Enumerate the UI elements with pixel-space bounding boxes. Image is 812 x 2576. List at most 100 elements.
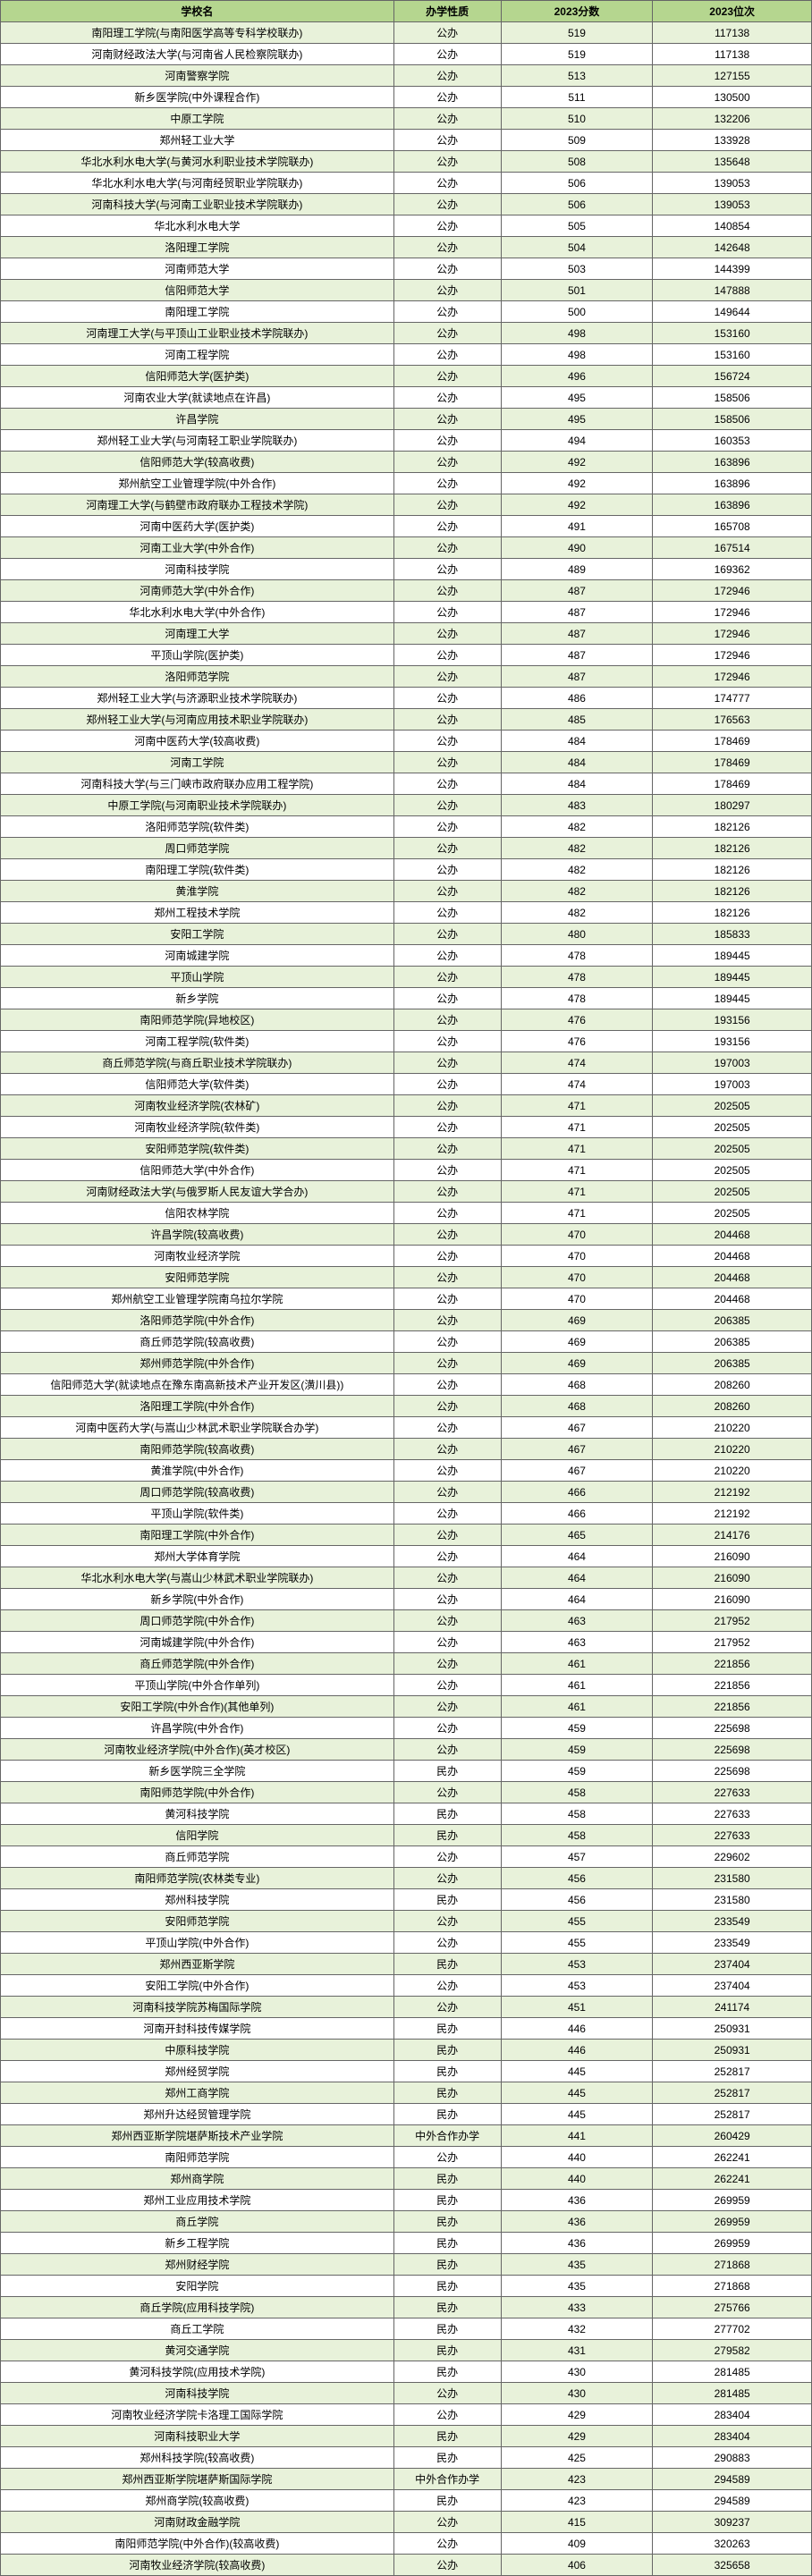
cell-rank: 182126	[653, 859, 812, 881]
cell-rank: 204468	[653, 1267, 812, 1288]
cell-rank: 208260	[653, 1374, 812, 1396]
cell-name: 郑州工商学院	[1, 2082, 394, 2104]
cell-rank: 237404	[653, 1975, 812, 1997]
cell-name: 河南城建学院	[1, 945, 394, 967]
cell-score: 457	[501, 1846, 653, 1868]
cell-type: 公办	[393, 1160, 501, 1181]
cell-rank: 182126	[653, 902, 812, 924]
cell-type: 公办	[393, 1331, 501, 1353]
cell-rank: 197003	[653, 1074, 812, 1095]
table-row: 安阳师范学院公办470204468	[1, 1267, 812, 1288]
cell-type: 公办	[393, 1524, 501, 1546]
cell-type: 公办	[393, 452, 501, 473]
cell-type: 公办	[393, 237, 501, 258]
cell-name: 河南科技学院	[1, 559, 394, 580]
cell-score: 471	[501, 1181, 653, 1203]
cell-type: 公办	[393, 795, 501, 816]
cell-type: 公办	[393, 537, 501, 559]
cell-type: 中外合作办学	[393, 2469, 501, 2490]
cell-type: 公办	[393, 323, 501, 344]
table-row: 郑州师范学院(中外合作)公办469206385	[1, 1353, 812, 1374]
cell-rank: 227633	[653, 1803, 812, 1825]
cell-name: 河南工程学院(软件类)	[1, 1031, 394, 1052]
cell-rank: 283404	[653, 2426, 812, 2447]
cell-type: 公办	[393, 1374, 501, 1396]
cell-name: 郑州大学体育学院	[1, 1546, 394, 1567]
cell-score: 423	[501, 2469, 653, 2490]
cell-type: 公办	[393, 44, 501, 65]
cell-score: 451	[501, 1997, 653, 2018]
cell-rank: 217952	[653, 1632, 812, 1653]
table-row: 中原工学院公办510132206	[1, 108, 812, 130]
cell-type: 公办	[393, 387, 501, 409]
cell-score: 432	[501, 2318, 653, 2340]
cell-type: 公办	[393, 173, 501, 194]
cell-type: 公办	[393, 344, 501, 366]
cell-name: 河南牧业经济学院卡洛理工国际学院	[1, 2404, 394, 2426]
cell-name: 郑州轻工业大学(与济源职业技术学院联办)	[1, 688, 394, 709]
cell-name: 南阳理工学院	[1, 301, 394, 323]
cell-score: 471	[501, 1095, 653, 1117]
cell-type: 公办	[393, 2404, 501, 2426]
cell-score: 487	[501, 645, 653, 666]
cell-name: 河南科技学院	[1, 2383, 394, 2404]
cell-name: 黄淮学院(中外合作)	[1, 1460, 394, 1482]
cell-score: 429	[501, 2426, 653, 2447]
cell-name: 平顶山学院(中外合作)	[1, 1932, 394, 1954]
cell-type: 公办	[393, 2383, 501, 2404]
cell-type: 公办	[393, 731, 501, 752]
cell-type: 公办	[393, 1417, 501, 1439]
table-row: 商丘师范学院(与商丘职业技术学院联办)公办474197003	[1, 1052, 812, 1074]
cell-score: 464	[501, 1546, 653, 1567]
table-row: 郑州商学院民办440262241	[1, 2168, 812, 2190]
table-row: 周口师范学院(中外合作)公办463217952	[1, 1610, 812, 1632]
cell-score: 445	[501, 2104, 653, 2125]
cell-name: 洛阳师范学院	[1, 666, 394, 688]
table-row: 安阳工学院(中外合作)公办453237404	[1, 1975, 812, 1997]
cell-rank: 158506	[653, 409, 812, 430]
cell-type: 公办	[393, 967, 501, 988]
cell-rank: 262241	[653, 2168, 812, 2190]
cell-score: 487	[501, 602, 653, 623]
cell-name: 信阳师范大学	[1, 280, 394, 301]
table-row: 郑州轻工业大学(与河南应用技术职业学院联办)公办485176563	[1, 709, 812, 731]
cell-rank: 275766	[653, 2297, 812, 2318]
table-row: 河南财政金融学院公办415309237	[1, 2512, 812, 2533]
cell-type: 公办	[393, 1503, 501, 1524]
cell-name: 信阳师范大学(软件类)	[1, 1074, 394, 1095]
cell-type: 公办	[393, 881, 501, 902]
cell-rank: 172946	[653, 666, 812, 688]
table-row: 河南理工大学(与平顶山工业职业技术学院联办)公办498153160	[1, 323, 812, 344]
cell-rank: 204468	[653, 1246, 812, 1267]
cell-rank: 216090	[653, 1589, 812, 1610]
cell-rank: 117138	[653, 44, 812, 65]
cell-rank: 160353	[653, 430, 812, 452]
cell-type: 公办	[393, 1396, 501, 1417]
cell-rank: 153160	[653, 323, 812, 344]
cell-type: 民办	[393, 2318, 501, 2340]
cell-score: 409	[501, 2533, 653, 2555]
cell-type: 民办	[393, 1954, 501, 1975]
cell-type: 公办	[393, 924, 501, 945]
header-score: 2023分数	[501, 1, 653, 22]
cell-name: 郑州航空工业管理学院南乌拉尔学院	[1, 1288, 394, 1310]
cell-score: 465	[501, 1524, 653, 1546]
cell-rank: 202505	[653, 1117, 812, 1138]
cell-name: 许昌学院(中外合作)	[1, 1718, 394, 1739]
cell-score: 478	[501, 967, 653, 988]
cell-type: 公办	[393, 430, 501, 452]
table-row: 郑州工程技术学院公办482182126	[1, 902, 812, 924]
cell-score: 446	[501, 2040, 653, 2061]
table-row: 河南开封科技传媒学院民办446250931	[1, 2018, 812, 2040]
cell-score: 471	[501, 1117, 653, 1138]
cell-type: 公办	[393, 816, 501, 838]
cell-rank: 212192	[653, 1482, 812, 1503]
table-row: 南阳师范学院(中外合作)(较高收费)公办409320263	[1, 2533, 812, 2555]
table-row: 河南城建学院(中外合作)公办463217952	[1, 1632, 812, 1653]
table-header-row: 学校名 办学性质 2023分数 2023位次	[1, 1, 812, 22]
cell-name: 新乡学院	[1, 988, 394, 1009]
cell-type: 公办	[393, 1267, 501, 1288]
cell-rank: 221856	[653, 1653, 812, 1675]
cell-score: 498	[501, 344, 653, 366]
cell-name: 商丘工学院	[1, 2318, 394, 2340]
